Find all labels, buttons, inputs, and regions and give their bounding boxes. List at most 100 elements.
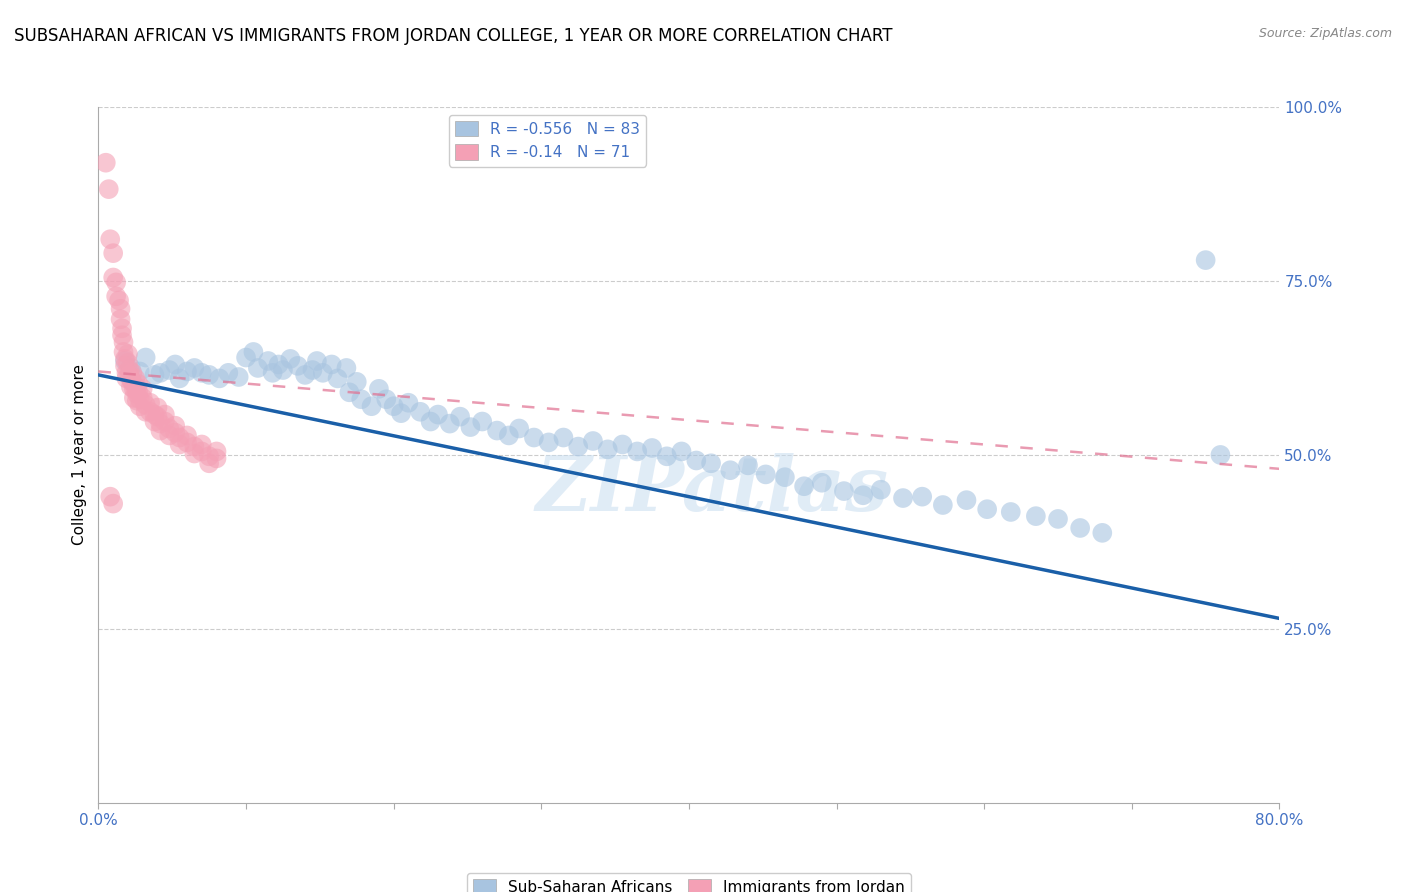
Point	[700, 456, 723, 470]
Point	[375, 392, 398, 407]
Point	[157, 363, 180, 377]
Point	[368, 382, 391, 396]
Point	[346, 375, 368, 389]
Point	[976, 502, 998, 516]
Point	[396, 396, 419, 410]
Point	[111, 328, 134, 343]
Point	[120, 373, 142, 387]
Point	[671, 444, 693, 458]
Point	[165, 418, 187, 433]
Point	[1209, 448, 1232, 462]
Point	[409, 405, 432, 419]
Point	[103, 270, 125, 285]
Point	[118, 368, 141, 382]
Point	[112, 335, 135, 350]
Point	[198, 456, 221, 470]
Point	[176, 435, 198, 450]
Point	[1195, 253, 1218, 268]
Point	[460, 420, 482, 434]
Point	[143, 368, 166, 382]
Point	[737, 458, 759, 473]
Point	[191, 444, 214, 458]
Point	[471, 415, 494, 429]
Point	[115, 371, 138, 385]
Point	[149, 424, 172, 438]
Point	[449, 409, 471, 424]
Point	[955, 493, 977, 508]
Point	[932, 498, 955, 512]
Point	[97, 182, 120, 196]
Point	[685, 453, 707, 467]
Point	[103, 497, 125, 511]
Point	[793, 479, 815, 493]
Point	[146, 401, 169, 415]
Point	[262, 366, 284, 380]
Point	[287, 359, 309, 373]
Point	[143, 408, 166, 422]
Point	[869, 483, 891, 497]
Point	[191, 437, 214, 451]
Point	[124, 380, 146, 394]
Point	[305, 354, 328, 368]
Point	[128, 399, 150, 413]
Point	[183, 440, 205, 454]
Point	[110, 312, 132, 326]
Point	[498, 428, 520, 442]
Point	[169, 371, 191, 385]
Point	[115, 366, 138, 380]
Point	[135, 405, 157, 419]
Y-axis label: College, 1 year or more: College, 1 year or more	[72, 365, 87, 545]
Point	[208, 371, 231, 385]
Point	[183, 360, 205, 375]
Point	[117, 356, 139, 370]
Point	[419, 415, 441, 429]
Point	[121, 366, 143, 380]
Point	[810, 475, 832, 490]
Point	[135, 351, 157, 365]
Point	[439, 417, 461, 431]
Point	[122, 391, 145, 405]
Point	[641, 441, 664, 455]
Point	[246, 360, 269, 375]
Point	[267, 358, 290, 372]
Point	[1091, 525, 1114, 540]
Point	[135, 398, 157, 412]
Point	[389, 406, 412, 420]
Point	[117, 347, 139, 361]
Point	[326, 371, 349, 385]
Point	[125, 386, 148, 401]
Point	[755, 467, 778, 482]
Point	[582, 434, 605, 448]
Point	[139, 396, 162, 410]
Point	[427, 408, 450, 422]
Point	[127, 385, 149, 400]
Point	[122, 382, 145, 396]
Point	[98, 490, 121, 504]
Point	[120, 360, 142, 375]
Point	[242, 345, 264, 359]
Point	[360, 399, 382, 413]
Point	[911, 490, 934, 504]
Point	[128, 392, 150, 407]
Point	[852, 488, 875, 502]
Point	[132, 391, 155, 405]
Point	[350, 392, 373, 407]
Point	[312, 366, 335, 380]
Point	[567, 440, 589, 454]
Point	[153, 408, 176, 422]
Point	[139, 405, 162, 419]
Point	[149, 417, 172, 431]
Point	[257, 354, 280, 368]
Point	[183, 446, 205, 460]
Point	[205, 444, 228, 458]
Point	[169, 431, 191, 445]
Point	[228, 370, 250, 384]
Point	[553, 431, 575, 445]
Point	[114, 359, 136, 373]
Point	[153, 415, 176, 429]
Point	[596, 442, 619, 457]
Point	[486, 424, 509, 438]
Point	[98, 232, 121, 246]
Point	[143, 415, 166, 429]
Point	[294, 368, 316, 382]
